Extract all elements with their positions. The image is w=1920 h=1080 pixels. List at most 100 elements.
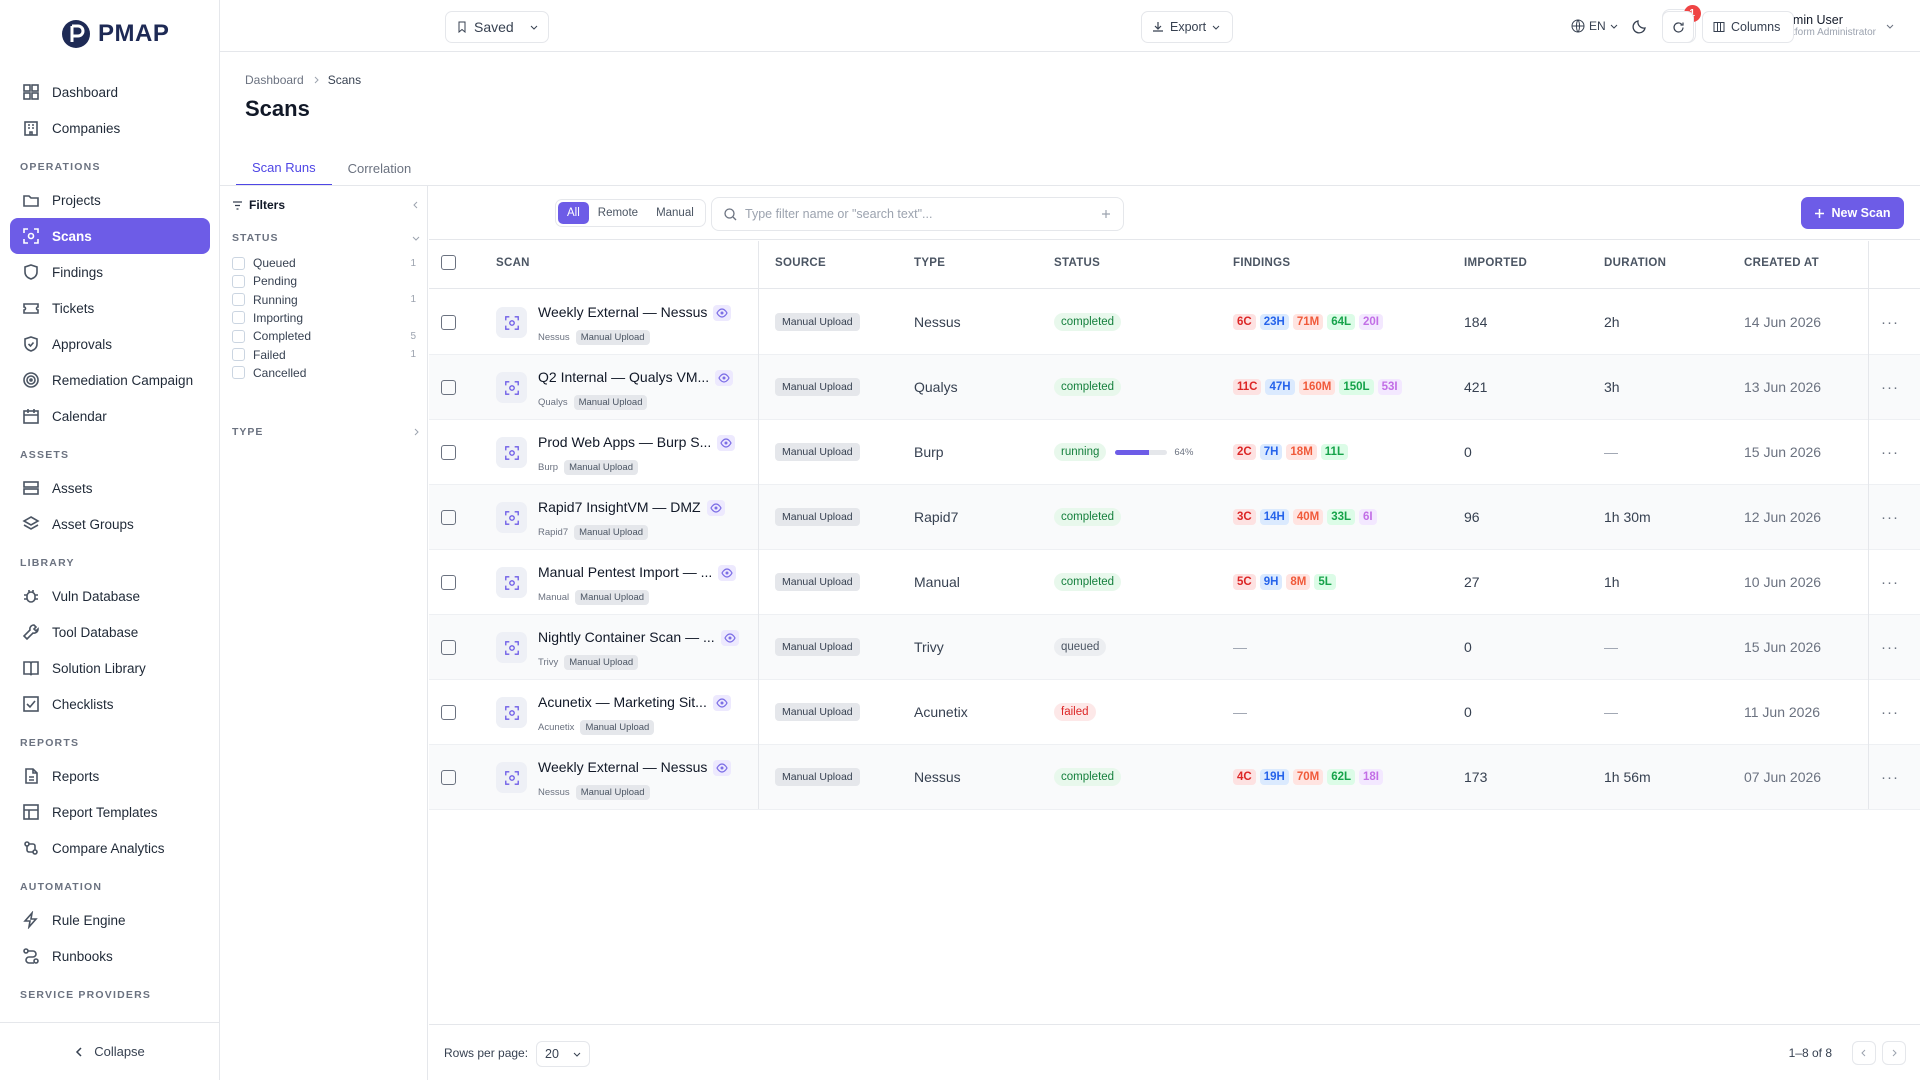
theme-toggle[interactable] xyxy=(1632,18,1648,34)
status-filter-checkbox[interactable] xyxy=(232,256,245,270)
row-actions-menu[interactable]: ··· xyxy=(1881,443,1899,461)
eye-icon[interactable] xyxy=(706,500,725,517)
new-scan-button[interactable]: New Scan xyxy=(1801,197,1904,229)
sidebar-item-assets[interactable]: Assets xyxy=(10,470,210,506)
column-header-source[interactable]: SOURCE xyxy=(775,257,827,269)
status-filter-checkbox[interactable] xyxy=(232,329,245,343)
select-all-checkbox[interactable] xyxy=(441,255,456,270)
sidebar-item-remediation-campaign[interactable]: Remediation Campaign xyxy=(10,362,210,398)
table-row[interactable]: Acunetix — Marketing Sit... Acunetix Manua… xyxy=(429,680,1920,745)
status-filter-checkbox[interactable] xyxy=(232,274,245,288)
sidebar-item-dashboard[interactable]: Dashboard xyxy=(10,74,210,110)
rows-per-page-select[interactable]: 20 xyxy=(536,1041,590,1067)
row-actions-menu[interactable]: ··· xyxy=(1881,313,1899,331)
column-header-duration[interactable]: DURATION xyxy=(1604,257,1667,269)
eye-icon[interactable] xyxy=(715,370,734,387)
status-filter-option[interactable]: Pending xyxy=(232,270,428,292)
scan-name-link[interactable]: Prod Web Apps — Burp S... xyxy=(538,434,736,452)
row-checkbox[interactable] xyxy=(441,680,456,744)
row-checkbox[interactable] xyxy=(441,420,456,484)
tab-correlation[interactable]: Correlation xyxy=(347,160,412,176)
table-row[interactable]: Weekly External — Nessus Nessus Manual Upl… xyxy=(429,745,1920,810)
sidebar-item-rule-engine[interactable]: Rule Engine xyxy=(10,902,210,938)
table-row[interactable]: Prod Web Apps — Burp S... Burp Manual Uplo… xyxy=(429,420,1920,485)
scan-name-link[interactable]: Acunetix — Marketing Sit... xyxy=(538,694,731,712)
segment-manual[interactable]: Manual xyxy=(656,207,694,219)
eye-icon[interactable] xyxy=(712,695,731,712)
column-header-created-at[interactable]: CREATED AT xyxy=(1744,257,1819,269)
saved-views-button[interactable]: Saved xyxy=(445,11,549,43)
eye-icon[interactable] xyxy=(713,760,732,777)
scan-name-link[interactable]: Weekly External — Nessus xyxy=(538,759,732,777)
sidebar-item-findings[interactable]: Findings xyxy=(10,254,210,290)
status-filter-option[interactable]: Failed 1 xyxy=(232,344,428,366)
type-filter-header[interactable]: TYPE xyxy=(232,426,420,438)
columns-button[interactable]: Columns xyxy=(1702,11,1794,43)
column-header-status[interactable]: STATUS xyxy=(1054,257,1101,269)
scan-name-link[interactable]: Nightly Container Scan — ... xyxy=(538,629,739,647)
status-filter-option[interactable]: Cancelled xyxy=(232,362,428,384)
eye-icon[interactable] xyxy=(717,435,736,452)
table-row[interactable]: Q2 Internal — Qualys VM... Qualys Manual U… xyxy=(429,355,1920,420)
eye-icon[interactable] xyxy=(718,565,737,582)
sidebar-item-tickets[interactable]: Tickets xyxy=(10,290,210,326)
row-actions-menu[interactable]: ··· xyxy=(1881,508,1899,526)
segment-remote[interactable]: Remote xyxy=(597,207,639,219)
breadcrumb-root[interactable]: Dashboard xyxy=(245,73,304,87)
sidebar-item-scans[interactable]: Scans xyxy=(10,218,210,254)
row-checkbox[interactable] xyxy=(441,745,456,809)
sidebar-item-vuln-database[interactable]: Vuln Database xyxy=(10,578,210,614)
sidebar-item-approvals[interactable]: Approvals xyxy=(10,326,210,362)
sidebar-item-asset-groups[interactable]: Asset Groups xyxy=(10,506,210,542)
status-filter-option[interactable]: Completed 5 xyxy=(232,325,428,347)
status-filter-checkbox[interactable] xyxy=(232,348,245,361)
status-filter-checkbox[interactable] xyxy=(232,293,245,307)
sidebar-item-runbooks[interactable]: Runbooks xyxy=(10,938,210,974)
sidebar-item-tool-database[interactable]: Tool Database xyxy=(10,614,210,650)
app-logo[interactable]: PMAP xyxy=(60,18,169,50)
column-header-scan[interactable]: SCAN xyxy=(496,257,530,269)
plus-icon[interactable] xyxy=(1101,209,1111,219)
row-actions-menu[interactable]: ··· xyxy=(1881,768,1899,786)
status-filter-option[interactable]: Queued 1 xyxy=(232,252,428,274)
status-filter-checkbox[interactable] xyxy=(232,311,245,325)
table-row[interactable]: Nightly Container Scan — ... Trivy Manual … xyxy=(429,615,1920,680)
table-row[interactable]: Rapid7 InsightVM — DMZ Rapid7 Manual Uploa… xyxy=(429,485,1920,550)
column-header-imported[interactable]: IMPORTED xyxy=(1464,257,1528,269)
row-actions-menu[interactable]: ··· xyxy=(1881,378,1899,396)
chevron-left-icon[interactable] xyxy=(412,201,420,209)
sidebar-item-reports[interactable]: Reports xyxy=(10,758,210,794)
sidebar-item-solution-library[interactable]: Solution Library xyxy=(10,650,210,686)
export-button[interactable]: Export xyxy=(1141,11,1233,43)
table-row[interactable]: Weekly External — Nessus Nessus Manual Upl… xyxy=(429,290,1920,355)
tab-scan-runs[interactable]: Scan Runs xyxy=(236,150,332,186)
sidebar-item-calendar[interactable]: Calendar xyxy=(10,398,210,434)
search-input[interactable]: Type filter name or "search text"... xyxy=(711,197,1124,231)
row-checkbox[interactable] xyxy=(441,550,456,614)
status-filter-checkbox[interactable] xyxy=(232,366,245,380)
sidebar-item-companies[interactable]: Companies xyxy=(10,110,210,146)
scan-name-link[interactable]: Rapid7 InsightVM — DMZ xyxy=(538,499,725,517)
refresh-button[interactable] xyxy=(1662,11,1694,43)
scan-name-link[interactable]: Q2 Internal — Qualys VM... xyxy=(538,369,734,387)
table-row[interactable]: Manual Pentest Import — ... Manual Manual … xyxy=(429,550,1920,615)
sidebar-item-checklists[interactable]: Checklists xyxy=(10,686,210,722)
row-actions-menu[interactable]: ··· xyxy=(1881,638,1899,656)
prev-page-button[interactable] xyxy=(1852,1041,1876,1065)
eye-icon[interactable] xyxy=(713,305,732,322)
status-filter-option[interactable]: Importing xyxy=(232,307,428,329)
scan-name-link[interactable]: Manual Pentest Import — ... xyxy=(538,564,737,582)
segment-all[interactable]: All xyxy=(558,202,589,224)
row-actions-menu[interactable]: ··· xyxy=(1881,573,1899,591)
row-actions-menu[interactable]: ··· xyxy=(1881,703,1899,721)
row-checkbox[interactable] xyxy=(441,290,456,354)
sidebar-item-projects[interactable]: Projects xyxy=(10,182,210,218)
language-selector[interactable]: EN xyxy=(1571,19,1618,33)
eye-icon[interactable] xyxy=(720,630,739,647)
collapse-button[interactable]: Collapse xyxy=(0,1022,219,1080)
status-filter-option[interactable]: Running 1 xyxy=(232,289,428,311)
column-header-type[interactable]: TYPE xyxy=(914,257,946,269)
row-checkbox[interactable] xyxy=(441,615,456,679)
sidebar-item-compare-analytics[interactable]: Compare Analytics xyxy=(10,830,210,866)
scan-name-link[interactable]: Weekly External — Nessus xyxy=(538,304,732,322)
